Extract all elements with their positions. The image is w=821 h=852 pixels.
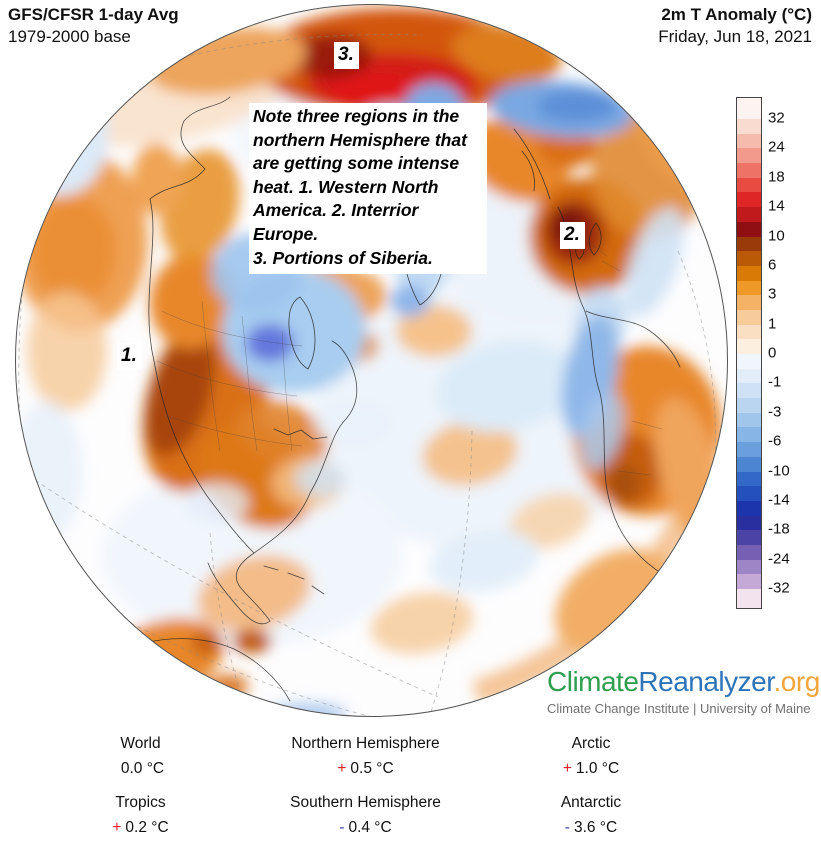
- logo-part-org: .org: [773, 666, 821, 697]
- colorbar-tick: 14: [768, 197, 785, 215]
- colorbar-tick: 24: [768, 138, 785, 156]
- sign: +: [112, 819, 122, 836]
- globe-outline: [15, 4, 728, 717]
- stat-value-text: 0.0 °C: [120, 760, 165, 777]
- anomaly-field: [15, 8, 728, 717]
- globe-map: [15, 4, 728, 717]
- colorbar-tick: -10: [768, 462, 790, 479]
- map-marker-3: 3.: [334, 42, 359, 69]
- variable-title: 2m T Anomaly (°C): [661, 5, 812, 24]
- logo-part-reanalyzer: Reanalyzer: [638, 666, 774, 697]
- stat-value-text: 0.5 °C: [350, 760, 394, 777]
- logo-part-climate: Climate: [547, 666, 639, 697]
- colorbar-tick: 3: [768, 285, 777, 303]
- stat-world: World 0.0 °C: [120, 735, 165, 777]
- colorbar-tick: -1: [768, 373, 782, 391]
- colorbar-tick: -24: [768, 550, 790, 568]
- sign: +: [562, 760, 572, 777]
- colorbar-tick: 0: [768, 344, 777, 362]
- annotation-note: Note three regions in the northern Hemis…: [249, 103, 487, 275]
- logo-subtitle: Climate Change Institute | University of…: [547, 701, 811, 716]
- header-left: GFS/CFSR 1-day Avg 1979-2000 base: [8, 4, 179, 48]
- colorbar-tick: -6: [768, 432, 782, 450]
- anomaly-stats: World 0.0 °C Northern Hemisphere +0.5 °C…: [28, 735, 704, 837]
- logo-block: ClimateReanalyzer.org Climate Change Ins…: [547, 666, 821, 716]
- map-marker-2: 2.: [560, 222, 585, 249]
- stat-value-text: 0.2 °C: [125, 819, 169, 836]
- colorbar-tick: -32: [768, 579, 790, 597]
- interior-borders: [156, 240, 663, 476]
- colorbar-tick: 6: [768, 256, 777, 274]
- colorbar-tick: 10: [768, 227, 785, 244]
- colorbar-tick: -18: [768, 520, 790, 538]
- map-marker-1: 1.: [117, 343, 142, 370]
- stat-southern-hemisphere: Southern Hemisphere -0.4 °C: [290, 794, 441, 836]
- colorbar-tick: 32: [768, 109, 785, 127]
- stat-northern-hemisphere: Northern Hemisphere +0.5 °C: [291, 735, 440, 777]
- stat-antarctic: Antarctic -3.6 °C: [560, 794, 622, 836]
- date-label: Friday, Jun 18, 2021: [658, 27, 812, 46]
- stat-value-text: 0.4 °C: [348, 819, 392, 836]
- dataset-title: GFS/CFSR 1-day Avg: [8, 5, 179, 24]
- header-right: 2m T Anomaly (°C) Friday, Jun 18, 2021: [658, 4, 812, 48]
- colorbar-tick: -3: [768, 403, 782, 421]
- colorbar-tick-labels: 32 24 18 14 10 6 3 1 0 -1 -3 -6 -10 -14 -18 -24 -32: [768, 97, 813, 607]
- colorbar-tick: 1: [768, 315, 777, 333]
- sign: +: [337, 760, 347, 777]
- stat-tropics: Tropics +0.2 °C: [112, 794, 169, 836]
- stat-value-text: 3.6 °C: [573, 819, 618, 836]
- stat-value-text: 1.0 °C: [575, 760, 620, 777]
- colorbar: [736, 97, 762, 609]
- stat-arctic: Arctic +1.0 °C: [562, 735, 620, 777]
- sign: -: [339, 819, 345, 836]
- baseline-label: 1979-2000 base: [8, 27, 131, 46]
- sign: -: [564, 819, 570, 836]
- colorbar-tick: -14: [768, 491, 790, 509]
- colorbar-tick: 18: [768, 168, 785, 186]
- logo-wordmark[interactable]: ClimateReanalyzer.org: [547, 666, 821, 698]
